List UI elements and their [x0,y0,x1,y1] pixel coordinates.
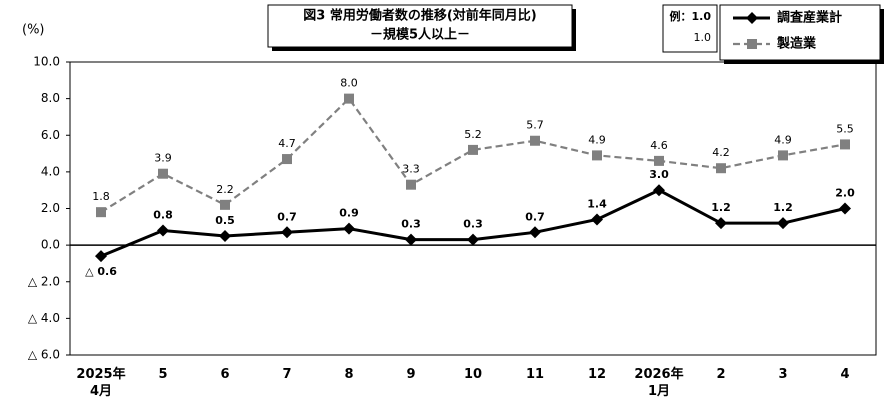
legend-box [719,4,881,61]
y-tick-label: 2.0 [41,201,60,215]
x-tick-label: 9 [406,367,415,382]
marker [716,163,726,174]
data-label: 1.2 [773,201,793,214]
data-label: 2.2 [216,183,234,196]
marker [96,207,106,218]
data-label: 8.0 [340,77,358,90]
data-label: 1.4 [587,197,607,210]
marker [95,250,107,263]
x-tick-label: 3 [778,367,787,382]
data-label: 0.7 [525,210,545,223]
marker [653,184,665,197]
marker [219,229,231,242]
marker [281,226,293,239]
data-label: △ 0.6 [85,265,117,278]
data-label: 4.9 [588,133,606,146]
data-label: 4.7 [278,137,296,150]
marker [591,213,603,226]
data-label: 1.8 [92,190,110,203]
marker [777,217,789,230]
data-label: 0.7 [277,210,297,223]
marker [654,155,664,166]
x-tick-label: 2025年 4月 [76,366,125,399]
y-tick-label: 8.0 [41,91,60,105]
x-tick-label: 2 [716,367,725,382]
data-label: 1.2 [711,201,731,214]
data-label: 0.3 [463,218,483,231]
marker [157,224,169,237]
x-tick-label: 7 [282,367,291,382]
data-label: 4.2 [712,146,730,159]
data-label: 0.3 [401,218,421,231]
marker [530,135,540,146]
data-label: 4.9 [774,133,792,146]
marker [468,144,478,155]
marker [778,150,788,161]
marker [529,226,541,239]
legend-label: 調査産業計 [777,10,842,26]
data-label: 0.5 [215,214,235,227]
chart-title: 図3 常用労働者数の推移(対前年同月比) [303,8,536,24]
marker [715,217,727,230]
y-tick-label: 0.0 [41,238,60,252]
y-tick-label: △ 6.0 [28,348,60,362]
data-label: 5.2 [464,128,482,141]
data-label: 0.9 [339,207,359,220]
x-tick-label: 10 [464,367,482,382]
y-tick-label: 4.0 [41,164,60,178]
marker [746,12,758,24]
title-box [267,4,573,48]
data-label: 5.7 [526,119,544,132]
series-line [100,96,846,214]
y-tick-label: △ 4.0 [28,311,60,325]
marker [344,93,354,104]
data-label: 3.9 [154,152,172,165]
marker [747,39,757,49]
x-tick-label: 11 [526,367,544,382]
marker [220,199,230,210]
x-tick-label: 4 [840,367,849,382]
marker [839,202,851,215]
marker [840,139,850,150]
marker [405,233,417,246]
data-label: 4.6 [650,139,668,152]
data-label: 5.5 [836,122,854,135]
marker [467,233,479,246]
example-normal: 1.0 [694,31,712,44]
x-tick-label: 5 [158,367,167,382]
y-unit: (%) [22,23,45,38]
marker [343,222,355,235]
x-tick-label: 12 [588,367,606,382]
marker [282,154,292,165]
legend-label: 製造業 [776,36,817,52]
plot-frame [69,61,877,356]
marker [406,179,416,190]
data-label: 0.8 [153,208,173,221]
chart-subtitle: －規模5人以上－ [370,27,470,43]
data-label: 3.3 [402,163,420,176]
marker [158,168,168,179]
marker [592,150,602,161]
example-box [662,4,718,53]
y-tick-label: 10.0 [33,55,60,69]
x-tick-label: 6 [220,367,229,382]
example-bold: 例：1.0 [670,9,712,23]
data-label: 2.0 [835,187,855,200]
y-tick-label: 6.0 [41,128,60,142]
x-tick-label: 2026年 1月 [634,366,683,399]
y-tick-label: △ 2.0 [28,274,60,288]
x-tick-label: 8 [344,367,353,382]
data-label: 3.0 [649,168,669,181]
